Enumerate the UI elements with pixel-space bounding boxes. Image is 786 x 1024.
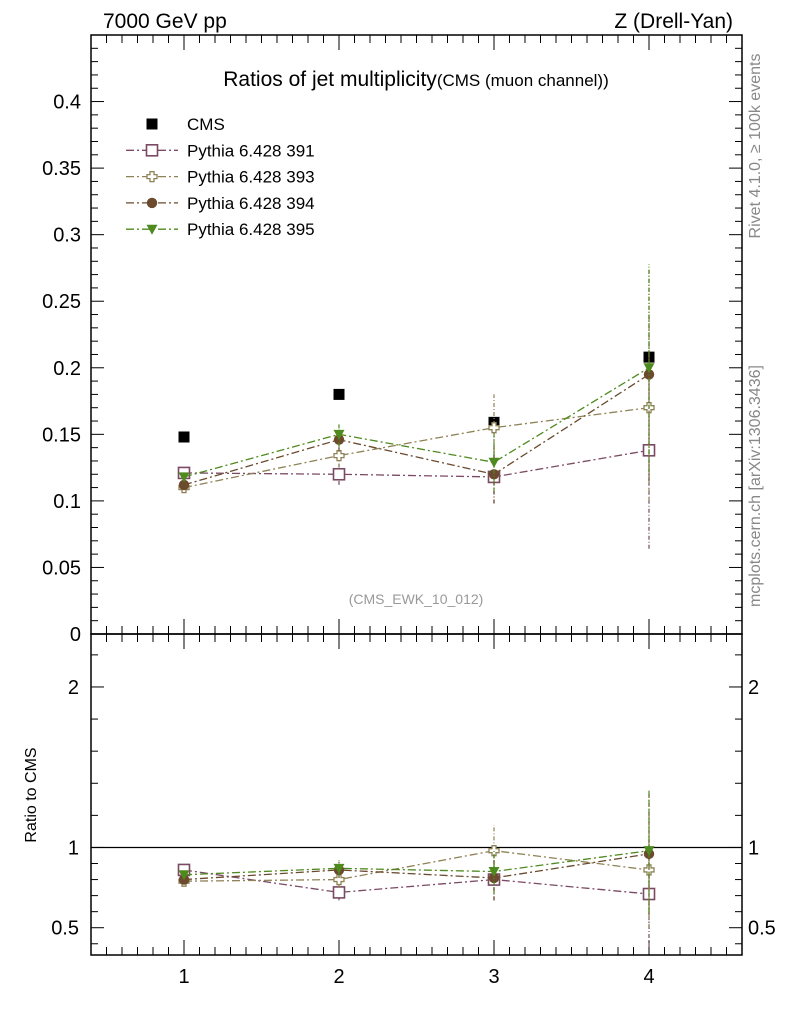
data-point: [178, 431, 190, 443]
data-point: [488, 872, 500, 884]
series-0: [177, 841, 656, 947]
data-point: [643, 864, 655, 876]
legend-item: Pythia 6.428 394: [126, 194, 315, 213]
data-point: [488, 469, 500, 480]
legend-marker: [146, 118, 158, 130]
data-point: [488, 845, 500, 857]
data-point: [643, 846, 655, 857]
series-line: [183, 373, 650, 486]
x-tick-label: 3: [488, 966, 499, 988]
source-reference-label: mcplots.cern.ch [arXiv:1306.3436]: [747, 365, 764, 607]
legend-item: Pythia 6.428 395: [126, 220, 315, 239]
y-tick-label: 0.1: [53, 491, 81, 513]
data-point: [333, 429, 345, 440]
legend-label: Pythia 6.428 393: [187, 168, 315, 187]
data-point: [488, 422, 500, 434]
ratio-y-tick-label-right: 2: [748, 677, 759, 699]
header-process-label: Z (Drell-Yan): [614, 10, 733, 33]
legend-label: Pythia 6.428 395: [187, 220, 315, 239]
legend-marker: [146, 197, 158, 209]
legend-marker: [145, 144, 159, 157]
header-energy-label: 7000 GeV pp: [103, 10, 227, 33]
series-line: [183, 449, 650, 478]
series-line: [183, 850, 650, 882]
legend-item: Pythia 6.428 393: [126, 168, 315, 187]
legend-label: Pythia 6.428 391: [187, 141, 315, 160]
series-1: [177, 351, 656, 549]
legend-label: Pythia 6.428 394: [187, 194, 315, 213]
data-point: [488, 457, 500, 468]
y-tick-label: 0.4: [53, 92, 81, 114]
y-tick-label: 0.2: [53, 358, 81, 380]
y-tick-label: 0.3: [53, 225, 81, 247]
series-1: [178, 812, 655, 928]
analysis-id-watermark: (CMS_EWK_10_012): [349, 591, 484, 607]
legend-marker: [146, 170, 158, 183]
x-tick-label: 1: [178, 966, 189, 988]
series-line: [183, 367, 650, 478]
legend-label: CMS: [187, 115, 225, 134]
legend-item: Pythia 6.428 391: [126, 141, 315, 160]
data-point: [333, 388, 345, 400]
ratio-y-tick-label: 2: [68, 677, 79, 699]
y-tick-label: 0.15: [42, 424, 81, 446]
data-point: [333, 863, 345, 874]
data-point: [643, 363, 655, 374]
ratio-y-tick-label-right: 1: [748, 837, 759, 859]
ratio-y-tick-label: 1: [68, 837, 79, 859]
y-tick-label: 0.05: [42, 557, 81, 579]
ratio-y-tick-label: 0.5: [51, 918, 79, 940]
data-point: [178, 472, 190, 483]
plot-title-main: Ratios of jet multiplicity: [223, 68, 437, 91]
data-point: [488, 867, 500, 878]
series-3: [178, 789, 655, 912]
data-point: [643, 369, 655, 380]
rivet-version-label: Rivet 4.1.0, ≥ 100k events: [747, 54, 764, 239]
series-2: [178, 792, 655, 915]
data-point: [333, 449, 345, 462]
legend-marker: [146, 224, 158, 235]
data-point: [332, 467, 346, 481]
data-point: [178, 479, 190, 491]
y-tick-label: 0.35: [42, 158, 81, 180]
series-line: [183, 853, 650, 881]
series-line: [183, 850, 650, 876]
series-0: [178, 351, 655, 443]
series-3: [178, 267, 655, 504]
series-4: [178, 263, 655, 492]
ratio-y-tick-label-right: 0.5: [748, 918, 776, 940]
legend-item: CMS: [146, 115, 225, 134]
series-line: [183, 869, 650, 895]
y-tick-label: 0: [70, 624, 81, 646]
x-tick-label: 2: [333, 966, 344, 988]
ratio-plot-frame: [90, 633, 743, 956]
y-tick-label: 0.25: [42, 291, 81, 313]
plot-title-channel: (CMS (muon channel)): [437, 71, 609, 90]
ratio-y-axis-label: Ratio to CMS: [23, 747, 40, 842]
data-point: [178, 870, 190, 881]
x-tick-label: 4: [643, 966, 654, 988]
data-point: [332, 886, 346, 899]
data-point: [333, 873, 345, 886]
plot-title: Ratios of jet multiplicity(CMS (muon cha…: [223, 68, 609, 91]
